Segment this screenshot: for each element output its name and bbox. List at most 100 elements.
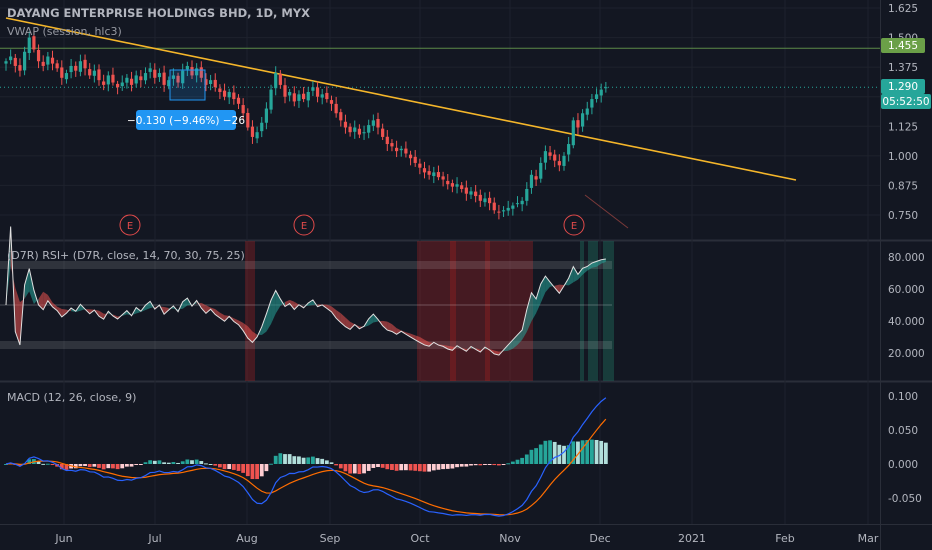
price-tick-label: 0.750 — [888, 210, 918, 222]
macd-histogram-bar — [213, 464, 218, 466]
price-tick-label: 1.375 — [888, 62, 918, 74]
candle-body — [236, 97, 241, 104]
rsi-cloud-segment — [308, 299, 313, 306]
macd-histogram-bar — [599, 440, 604, 464]
candle-body — [381, 128, 385, 137]
candle-body — [9, 56, 13, 61]
candle-body — [581, 113, 585, 127]
rsi-cloud-segment — [57, 306, 62, 317]
candle-body — [520, 200, 524, 205]
macd-histogram-bar — [436, 464, 441, 470]
candle-body — [88, 69, 92, 76]
rsi-lower-band — [0, 341, 612, 349]
candle-body — [339, 112, 343, 121]
rsi-cloud-segment — [15, 287, 20, 345]
candle-body — [264, 108, 268, 123]
macd-histogram-bar — [134, 464, 139, 465]
macd-histogram-bar — [520, 457, 525, 464]
macd-histogram-bar — [580, 440, 585, 464]
macd-histogram-bar — [176, 462, 180, 464]
earnings-marker[interactable]: E — [119, 214, 141, 236]
candle-body — [325, 92, 329, 100]
candle-body — [334, 103, 338, 114]
macd-histogram-bar — [515, 459, 520, 464]
macd-series — [4, 397, 608, 517]
rsi-cloud-segment — [182, 298, 188, 309]
macd-histogram-bar — [450, 464, 455, 469]
candle-body — [260, 122, 264, 132]
candle-body — [501, 210, 506, 212]
rsi-legend[interactable]: (D7R) RSI+ (D7R, close, 14, 70, 30, 75, … — [7, 249, 245, 262]
candle-body — [167, 80, 171, 87]
earnings-marker[interactable]: E — [563, 214, 585, 236]
candle-body — [60, 67, 64, 78]
candle-body — [106, 75, 110, 85]
rsi-cloud-segment — [587, 263, 592, 271]
rsi-cloud-segment — [61, 308, 67, 317]
macd-histogram-bar — [543, 440, 548, 464]
rsi-panel[interactable] — [0, 241, 880, 381]
macd-histogram-bar — [250, 464, 255, 480]
macd-histogram-bar — [506, 463, 511, 465]
rsi-overbought-zone — [580, 241, 584, 381]
rsi-tick-label: 80.000 — [888, 252, 925, 264]
macd-histogram-bar — [487, 464, 492, 465]
candle-body — [599, 89, 603, 96]
earnings-marker[interactable]: E — [293, 214, 315, 236]
macd-histogram-bar — [538, 444, 543, 464]
macd-histogram-bar — [101, 464, 106, 470]
rsi-cloud-segment — [336, 310, 341, 323]
candle-body — [371, 120, 375, 126]
candle-body — [297, 94, 301, 101]
candle-body — [32, 36, 36, 50]
rsi-cloud-segment — [145, 301, 151, 311]
rsi-cloud-segment — [577, 268, 583, 280]
candle-body — [422, 168, 427, 173]
macd-histogram-bar — [264, 464, 269, 472]
macd-histogram-bar — [138, 464, 143, 465]
measure-box[interactable] — [169, 69, 206, 101]
rsi-cloud-segment — [238, 320, 244, 331]
rsi-cloud-segment — [289, 299, 295, 310]
rsi-cloud-segment — [382, 320, 388, 331]
candle-body — [455, 184, 459, 187]
macd-histogram-bar — [180, 461, 185, 464]
rsi-cloud-segment — [396, 328, 402, 335]
candle-body — [246, 112, 250, 128]
candle-body — [50, 57, 55, 64]
candle-body — [23, 51, 27, 71]
candle-body — [92, 70, 96, 76]
candle-body — [143, 73, 148, 81]
candle-body — [218, 88, 222, 92]
vwap-legend[interactable]: VWAP (session, hlc3) — [7, 25, 122, 38]
rsi-cloud-segment — [43, 291, 48, 310]
macd-histogram-bar — [27, 459, 32, 464]
macd-histogram-bar — [64, 464, 69, 470]
macd-histogram-bar — [366, 464, 371, 471]
candle-body — [353, 127, 357, 132]
macd-histogram-bar — [362, 464, 366, 474]
macd-histogram-bar — [83, 464, 87, 467]
rsi-cloud-segment — [38, 291, 44, 310]
candle-body — [362, 132, 366, 134]
macd-panel[interactable] — [0, 382, 880, 524]
rsi-cloud-segment — [252, 331, 258, 343]
time-tick-label: Jul — [147, 532, 161, 545]
price-series — [0, 17, 880, 229]
earnings-marker-label: E — [571, 221, 577, 232]
macd-histogram-bar — [422, 464, 427, 472]
macd-histogram-bar — [292, 456, 297, 464]
macd-histogram-bar — [259, 464, 264, 477]
candle-body — [525, 188, 529, 201]
macd-histogram-bar — [208, 463, 213, 465]
candle-body — [185, 65, 189, 70]
candle-body — [241, 105, 245, 114]
measure-badge[interactable]: −0.130 (−9.46%) −26 — [127, 110, 245, 130]
macd-histogram-bar — [306, 457, 311, 464]
macd-legend[interactable]: MACD (12, 26, close, 9) — [7, 391, 136, 404]
time-tick-label: Dec — [589, 532, 610, 545]
macd-histogram-bar — [385, 464, 390, 470]
macd-histogram-bar — [427, 464, 432, 472]
macd-histogram-bar — [441, 464, 445, 470]
